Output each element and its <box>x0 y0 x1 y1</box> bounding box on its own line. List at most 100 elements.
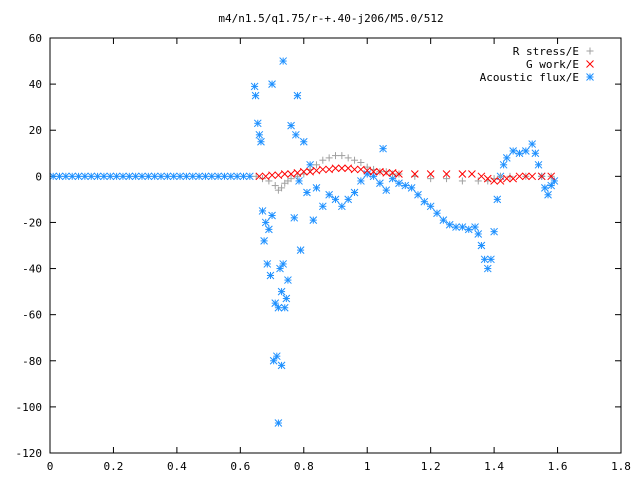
data-point <box>268 171 276 180</box>
data-point <box>521 172 530 181</box>
data-point <box>490 177 498 185</box>
data-point <box>395 170 403 178</box>
data-point <box>169 172 178 181</box>
series-2 <box>49 57 559 427</box>
data-point <box>414 190 422 199</box>
data-point <box>499 160 508 169</box>
data-point <box>426 170 435 178</box>
data-point <box>534 160 543 169</box>
data-point <box>458 177 466 185</box>
data-point <box>112 172 121 181</box>
data-point <box>306 167 314 176</box>
data-point <box>295 177 303 185</box>
data-point <box>344 164 353 173</box>
data-point <box>382 186 391 195</box>
data-point <box>282 294 291 303</box>
data-point <box>291 130 300 139</box>
data-point <box>278 184 286 192</box>
y-tick-label: -40 <box>22 263 42 276</box>
data-point <box>464 225 473 234</box>
data-point <box>258 207 267 215</box>
data-point <box>271 299 280 307</box>
data-point <box>318 165 327 174</box>
data-point <box>81 172 89 181</box>
data-point <box>325 154 333 162</box>
data-point <box>100 172 108 181</box>
data-point <box>515 172 524 181</box>
data-point <box>201 172 210 181</box>
data-point <box>68 172 77 181</box>
y-tick-label: -60 <box>22 309 42 322</box>
data-point <box>268 211 276 220</box>
data-point <box>276 264 284 273</box>
data-point <box>407 184 416 192</box>
data-point <box>426 202 435 211</box>
data-point <box>515 149 524 158</box>
data-point <box>376 167 384 176</box>
data-point <box>255 172 264 181</box>
data-point <box>433 209 441 218</box>
data-point <box>550 177 559 185</box>
x-tick-label: 0 <box>47 460 54 473</box>
data-point <box>547 181 556 190</box>
data-point <box>382 169 391 177</box>
data-point <box>496 172 504 180</box>
data-point <box>547 172 556 181</box>
data-point <box>131 172 140 181</box>
legend-marker <box>586 60 594 68</box>
data-point <box>344 195 353 204</box>
data-point <box>332 152 339 160</box>
data-point <box>195 172 203 181</box>
data-point <box>290 213 299 222</box>
data-point <box>263 260 272 268</box>
data-point <box>245 172 254 181</box>
data-point <box>312 161 320 169</box>
x-tick-label: 1.4 <box>484 460 504 473</box>
data-point <box>325 165 334 174</box>
data-point <box>528 140 537 148</box>
data-point <box>299 137 308 146</box>
data-point <box>528 172 537 181</box>
data-point <box>502 174 511 183</box>
data-point <box>325 190 334 199</box>
axes: 0 0.2 0.4 0.6 0.8 1 1.2 1.4 1.6 1.8 -120 -100 -80 -60… <box>16 32 631 473</box>
data-point <box>293 172 301 180</box>
data-point <box>312 184 321 192</box>
data-point <box>287 170 295 178</box>
data-point <box>445 220 454 229</box>
data-point <box>401 181 410 190</box>
data-point <box>452 223 460 231</box>
data-point <box>299 167 308 176</box>
data-point <box>265 225 273 234</box>
y-tick-label: 0 <box>35 170 42 183</box>
data-point <box>125 172 134 181</box>
data-point <box>269 356 278 365</box>
data-point <box>261 172 270 181</box>
data-point <box>266 271 275 280</box>
data-point <box>255 130 264 139</box>
data-point <box>442 170 451 178</box>
data-point <box>458 170 467 178</box>
data-point <box>369 167 378 176</box>
data-point <box>150 172 159 181</box>
data-point <box>119 172 127 181</box>
data-point <box>410 170 419 178</box>
data-point <box>261 218 270 227</box>
data-point <box>493 195 502 204</box>
data-point <box>350 188 359 197</box>
data-point <box>138 172 146 181</box>
y-tick-label: -120 <box>16 447 43 460</box>
legend-label: G work/E <box>526 58 579 71</box>
data-point <box>357 177 365 185</box>
data-point <box>420 197 429 206</box>
data-point <box>268 80 276 88</box>
data-point <box>483 174 492 183</box>
data-point <box>382 168 390 176</box>
data-point <box>293 169 302 177</box>
data-point <box>338 152 346 160</box>
data-point <box>487 255 495 264</box>
plot-frame <box>49 37 622 454</box>
data-point <box>471 223 479 231</box>
data-point <box>257 137 265 146</box>
